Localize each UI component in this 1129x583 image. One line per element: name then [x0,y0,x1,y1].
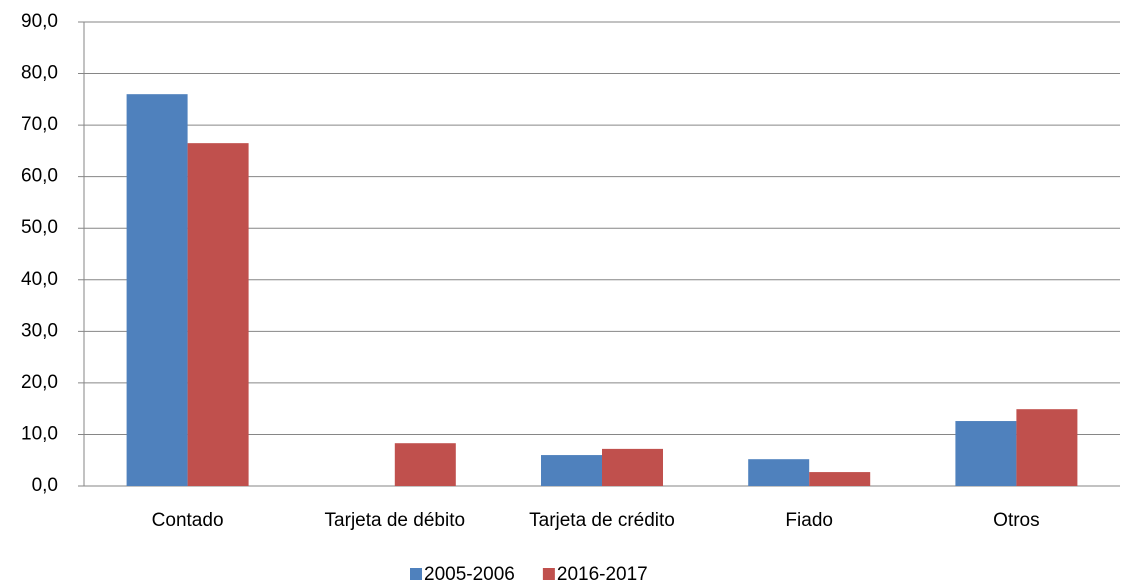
bar [394,443,456,486]
legend-label: 2005-2006 [424,564,515,583]
bar [541,455,602,486]
legend-swatch [542,568,555,580]
bar [748,459,810,486]
x-tick-label: Otros [993,510,1039,531]
y-tick-label: 30,0 [21,320,58,341]
x-tick-label: Tarjeta de débito [325,510,466,531]
y-tick-label: 90,0 [21,11,58,32]
y-tick-label: 60,0 [21,166,58,187]
y-tick-label: 70,0 [21,114,58,135]
bar [602,448,663,486]
bar [1016,409,1078,486]
x-tick-label: Tarjeta de crédito [529,510,675,531]
y-tick-label: 20,0 [21,372,58,393]
y-tick-label: 80,0 [21,63,58,84]
y-tick-label: 10,0 [21,423,58,444]
y-tick-label: 0,0 [32,475,58,496]
x-tick-label: Fiado [785,510,833,531]
y-tick-label: 40,0 [21,269,58,290]
bar [187,143,249,486]
x-tick-label: Contado [152,510,224,531]
legend-swatch [410,568,422,580]
y-tick-label: 50,0 [21,217,58,238]
bar [126,94,188,486]
bar [955,421,1017,486]
legend-label: 2016-2017 [557,564,648,583]
bar [809,472,871,486]
